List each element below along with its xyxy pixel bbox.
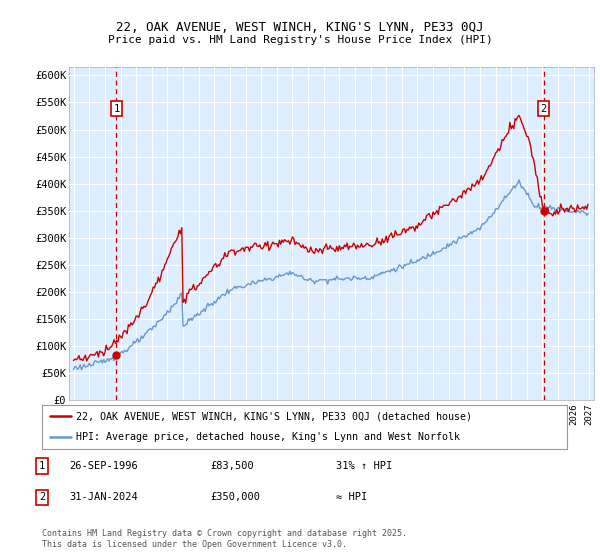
Text: £350,000: £350,000 bbox=[210, 492, 260, 502]
Text: 2: 2 bbox=[39, 492, 45, 502]
Text: Contains HM Land Registry data © Crown copyright and database right 2025.
This d: Contains HM Land Registry data © Crown c… bbox=[42, 529, 407, 549]
Text: Price paid vs. HM Land Registry's House Price Index (HPI): Price paid vs. HM Land Registry's House … bbox=[107, 35, 493, 45]
Text: 1: 1 bbox=[39, 461, 45, 471]
Text: 22, OAK AVENUE, WEST WINCH, KING'S LYNN, PE33 0QJ (detached house): 22, OAK AVENUE, WEST WINCH, KING'S LYNN,… bbox=[76, 412, 472, 421]
Text: 31% ↑ HPI: 31% ↑ HPI bbox=[336, 461, 392, 471]
Text: 2: 2 bbox=[541, 104, 547, 114]
Text: HPI: Average price, detached house, King's Lynn and West Norfolk: HPI: Average price, detached house, King… bbox=[76, 432, 460, 442]
Text: 1: 1 bbox=[113, 104, 119, 114]
Text: 22, OAK AVENUE, WEST WINCH, KING'S LYNN, PE33 0QJ: 22, OAK AVENUE, WEST WINCH, KING'S LYNN,… bbox=[116, 21, 484, 34]
Text: ≈ HPI: ≈ HPI bbox=[336, 492, 367, 502]
Text: 26-SEP-1996: 26-SEP-1996 bbox=[69, 461, 138, 471]
Text: 31-JAN-2024: 31-JAN-2024 bbox=[69, 492, 138, 502]
Text: £83,500: £83,500 bbox=[210, 461, 254, 471]
